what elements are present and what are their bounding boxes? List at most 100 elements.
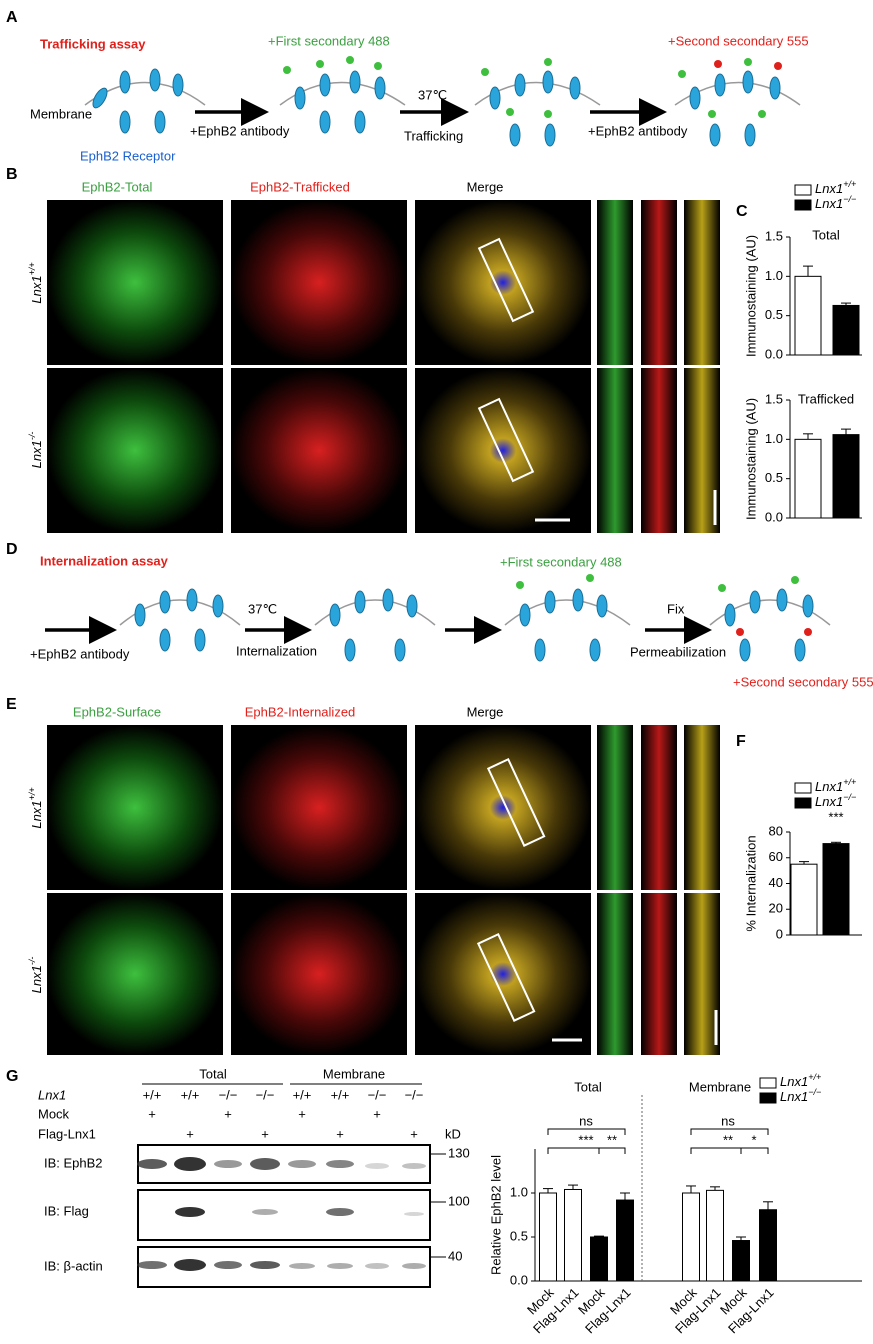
step-label: Fix	[667, 601, 685, 616]
column-header: EphB2-Total	[82, 179, 153, 194]
significance: ns	[579, 1113, 593, 1128]
chart-title: Total	[812, 227, 840, 242]
row-label: Lnx1+/+	[27, 262, 44, 303]
label-555: +Second secondary 555	[668, 33, 809, 48]
significance: **	[723, 1132, 733, 1147]
y-tick-label: 1.0	[765, 431, 783, 446]
bar	[590, 1236, 608, 1282]
gene: Lnx1	[29, 800, 44, 828]
marker-label: 40	[448, 1248, 462, 1263]
step-label: Internalization	[236, 643, 317, 658]
y-tick-label: 0	[776, 926, 783, 941]
row-label: Flag-Lnx1	[38, 1126, 96, 1141]
bar	[616, 1199, 634, 1282]
gene: Lnx1	[815, 196, 843, 211]
column-header: Merge	[467, 179, 504, 194]
genotype: −/−	[808, 1087, 821, 1097]
step-label: 37℃	[248, 601, 277, 616]
panel-d: D Internalization assay +EphB2 antibody …	[6, 541, 873, 689]
step-label: Permeabilization	[630, 644, 726, 659]
lane-cell: +/+	[143, 1087, 162, 1102]
legend-label: Lnx1−/−	[780, 1087, 821, 1104]
bar	[832, 434, 860, 519]
y-tick-label: 0.5	[765, 307, 783, 322]
lane-cell: −/−	[405, 1087, 424, 1102]
genotype: +/+	[808, 1072, 821, 1082]
lane-cell: +	[373, 1106, 381, 1121]
lane-cell: −/−	[256, 1087, 275, 1102]
label-488: +First secondary 488	[500, 554, 622, 569]
panel-letter: E	[6, 696, 17, 713]
group-header: Membrane	[323, 1066, 385, 1081]
membranes	[119, 599, 831, 626]
column-header: EphB2-Internalized	[245, 704, 356, 719]
receptors	[134, 588, 814, 662]
row-label: Lnx1+/+	[27, 787, 44, 828]
genotype: −/−	[843, 792, 856, 802]
genotype: +/+	[843, 179, 856, 189]
panel-letter: C	[736, 203, 748, 220]
y-tick-label: 60	[769, 849, 783, 864]
label-555: +Second secondary 555	[733, 674, 873, 689]
genotype: +/+	[27, 262, 37, 275]
legend-swatch	[759, 1077, 777, 1089]
genotype: −/−	[843, 194, 856, 204]
step-label: +EphB2 antibody	[588, 123, 688, 138]
comparison-bracket	[690, 1147, 742, 1154]
blot-label: IB: β-actin	[44, 1258, 103, 1273]
step-label: 37℃	[418, 87, 447, 102]
kd-label: kD	[445, 1126, 461, 1141]
panel-letter: D	[6, 541, 18, 558]
legend-swatch	[794, 184, 812, 196]
lane-cell: +	[148, 1106, 156, 1121]
legend-swatch	[794, 797, 812, 809]
column-header: EphB2-Surface	[73, 704, 161, 719]
comparison-bracket	[598, 1147, 626, 1154]
legend-label: Lnx1−/−	[815, 792, 856, 809]
step-label: +EphB2 antibody	[190, 123, 290, 138]
row-label: Mock	[38, 1106, 70, 1121]
y-tick-label: 0.5	[765, 470, 783, 485]
panel-e: E EphB2-Surface EphB2-Internalized Merge…	[6, 696, 746, 1055]
significance: **	[607, 1132, 617, 1147]
panel-letter: A	[6, 9, 18, 26]
y-tick-label: 0.5	[510, 1228, 528, 1243]
gene: Lnx1	[780, 1089, 808, 1104]
legend-label: Lnx1−/−	[815, 194, 856, 211]
legend-swatch	[794, 782, 812, 794]
group-title: Total	[574, 1079, 602, 1094]
y-tick-label: 0.0	[765, 346, 783, 361]
group-title: Membrane	[689, 1079, 751, 1094]
significance: *	[751, 1132, 756, 1147]
gene: Lnx1	[815, 779, 843, 794]
assay-title: Trafficking assay	[40, 36, 146, 51]
y-axis-label: Immunostaining (AU)	[743, 235, 758, 357]
lane-cell: +	[224, 1106, 232, 1121]
bar	[539, 1192, 557, 1282]
column-header: Merge	[467, 704, 504, 719]
legend-label: Lnx1+/+	[815, 777, 856, 794]
significance: ***	[578, 1132, 593, 1147]
blot-label: IB: Flag	[44, 1203, 89, 1218]
bar	[682, 1192, 700, 1282]
bar	[564, 1188, 582, 1282]
lane-cell: +/+	[181, 1087, 200, 1102]
row-label: Lnx1-/-	[27, 957, 44, 994]
gene: Lnx1	[780, 1074, 808, 1089]
y-tick-label: 0.0	[510, 1272, 528, 1287]
lane-cell: +/+	[293, 1087, 312, 1102]
significance: ***	[828, 809, 843, 824]
lane-cell: +	[186, 1126, 194, 1141]
lane-cell: −/−	[219, 1087, 238, 1102]
genotype: -/-	[27, 432, 37, 441]
marker-label: 100	[448, 1193, 470, 1208]
bands	[137, 1157, 426, 1271]
micrographs	[47, 725, 720, 1055]
blot-label: IB: EphB2	[44, 1155, 103, 1170]
gene: Lnx1	[29, 275, 44, 303]
significance: ns	[721, 1113, 735, 1128]
bar	[790, 863, 818, 936]
y-tick-label: 1.5	[765, 391, 783, 406]
panel-letter: G	[6, 1068, 18, 1085]
